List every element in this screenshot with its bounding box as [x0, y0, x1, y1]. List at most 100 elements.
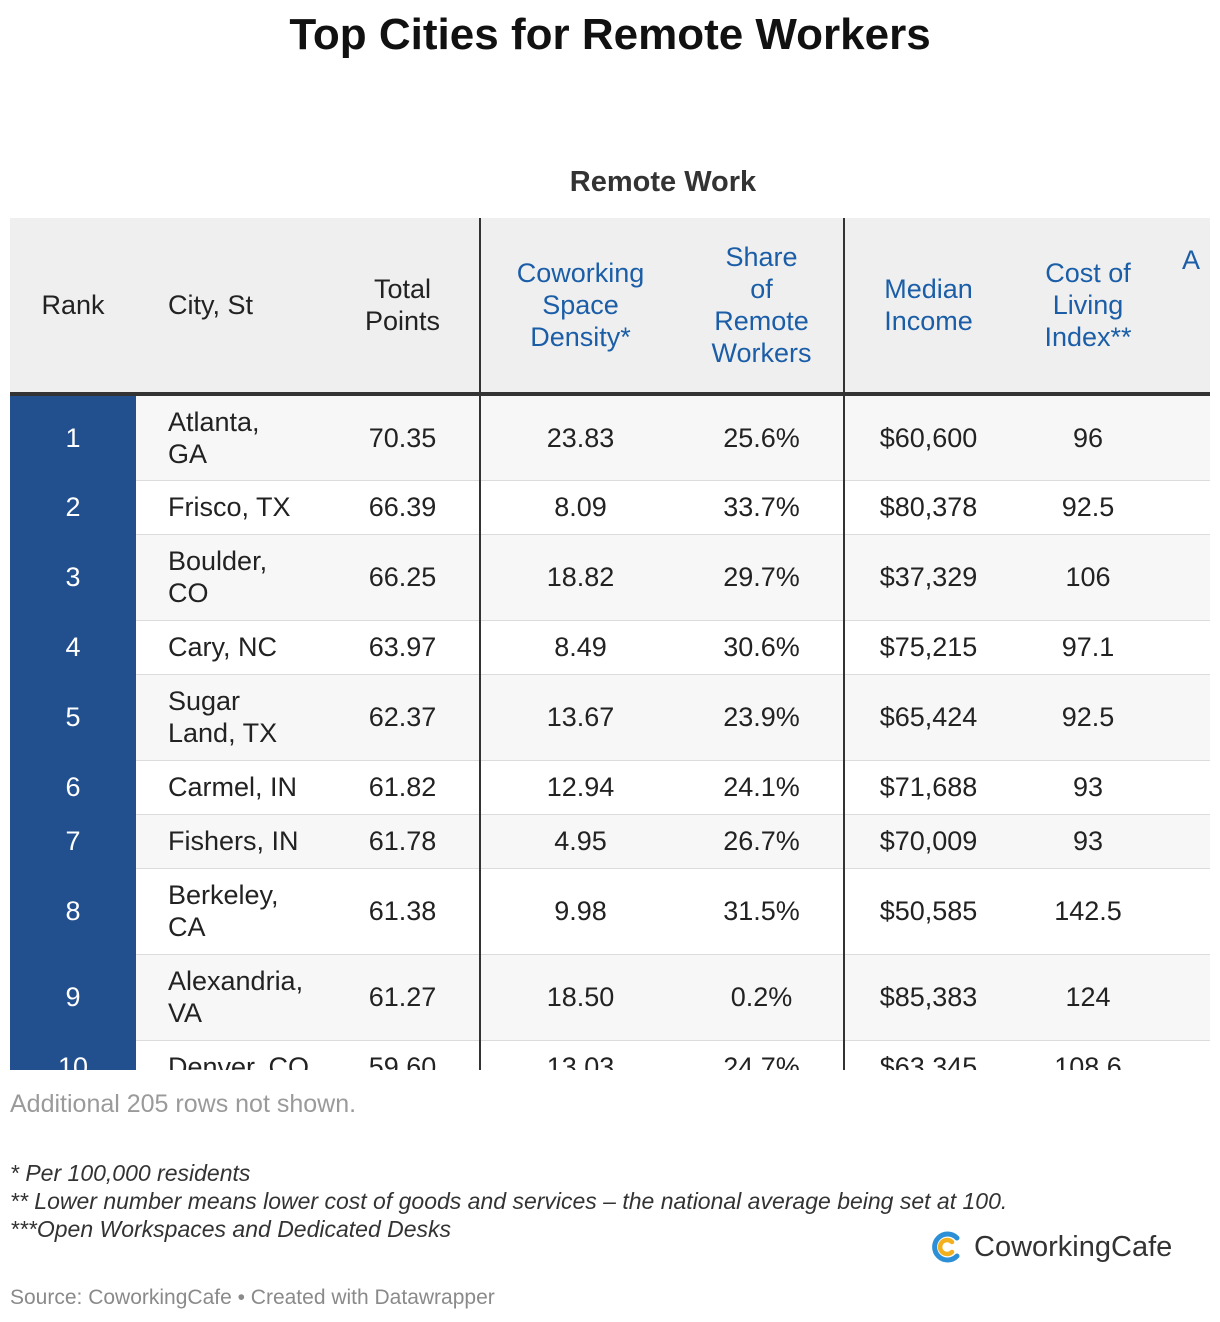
table-row[interactable]: 5 Sugar Land, TX 62.37 13.67 23.9% $65,424 92.5	[10, 674, 1210, 761]
city-line: Atlanta,	[168, 406, 260, 437]
truncated-cell	[1164, 1040, 1210, 1070]
table-row[interactable]: 3 Boulder, CO 66.25 18.82 29.7% $37,329 106	[10, 534, 1210, 621]
share-remote-cell: 26.7%	[680, 814, 844, 869]
total-points-cell: 61.38	[326, 868, 480, 955]
median-income-cell: $50,585	[843, 868, 1012, 955]
share-remote-cell: 30.6%	[680, 620, 844, 675]
cost-of-living-cell: 92.5	[1012, 480, 1164, 535]
coworking-density-cell: 4.95	[479, 814, 680, 869]
share-remote-cell: 25.6%	[680, 394, 844, 481]
total-points-cell: 61.27	[326, 954, 480, 1041]
median-income-cell: $37,329	[843, 534, 1012, 621]
truncated-cell	[1164, 534, 1210, 621]
cost-of-living-cell: 96	[1012, 394, 1164, 481]
share-remote-cell: 29.7%	[680, 534, 844, 621]
median-income-cell: $70,009	[843, 814, 1012, 869]
header-share-line: Share	[725, 242, 798, 272]
city-line: Carmel, IN	[168, 772, 298, 802]
share-remote-cell: 31.5%	[680, 868, 844, 955]
header-income-line: Median	[884, 274, 973, 304]
total-points-cell: 66.25	[326, 534, 480, 621]
rank-cell: 3	[10, 534, 136, 621]
median-income-cell: $85,383	[843, 954, 1012, 1041]
city-line: Land, TX	[168, 718, 278, 748]
share-remote-cell: 23.9%	[680, 674, 844, 761]
header-share-remote[interactable]: Share of Remote Workers	[680, 218, 844, 394]
header-share-line: of	[750, 274, 773, 304]
share-remote-cell: 24.1%	[680, 760, 844, 815]
header-total-line: Total	[373, 274, 432, 304]
city-line: CO	[168, 578, 209, 608]
truncated-cell	[1164, 480, 1210, 535]
coworkingcafe-logo[interactable]: CoworkingCafe	[930, 1228, 1172, 1266]
rank-cell: 9	[10, 954, 136, 1041]
header-share-line: Workers	[711, 338, 812, 368]
cost-of-living-cell: 93	[1012, 814, 1164, 869]
city-line: Sugar	[168, 686, 241, 716]
city-line: Denver, CO	[168, 1052, 310, 1070]
table-body: 1 Atlanta, GA 70.35 23.83 25.6% $60,600 96 2 Fris…	[10, 394, 1210, 1070]
coworking-density-cell: 18.50	[479, 954, 680, 1041]
city-cell: Berkeley, CA	[136, 868, 326, 955]
header-coworking-line: Space	[542, 290, 619, 320]
rank-cell: 1	[10, 394, 136, 481]
header-rank[interactable]: Rank	[10, 218, 136, 394]
header-col-line: Index**	[1044, 322, 1132, 352]
footnote: ***Open Workspaces and Dedicated Desks	[10, 1216, 452, 1242]
header-median-income[interactable]: Median Income	[843, 218, 1012, 394]
share-remote-cell: 24.7%	[680, 1040, 844, 1070]
coworking-density-cell: 12.94	[479, 760, 680, 815]
city-cell: Cary, NC	[136, 620, 326, 675]
header-cut-off[interactable]: A	[1164, 218, 1210, 394]
table-row[interactable]: 10 Denver, CO 59.60 13.03 24.7% $63,345 108.6	[10, 1040, 1210, 1070]
chart-title: Top Cities for Remote Workers	[289, 10, 931, 59]
table-row[interactable]: 9 Alexandria, VA 61.27 18.50 0.2% $85,383 124	[10, 954, 1210, 1041]
additional-rows-note: Additional 205 rows not shown.	[10, 1090, 357, 1118]
header-city[interactable]: City, St	[136, 218, 326, 394]
city-line: Cary, NC	[168, 632, 278, 662]
table-row[interactable]: 1 Atlanta, GA 70.35 23.83 25.6% $60,600 96	[10, 394, 1210, 481]
header-total-line: Points	[364, 306, 441, 336]
coworking-density-cell: 13.67	[479, 674, 680, 761]
rank-cell: 7	[10, 814, 136, 869]
city-line: Boulder,	[168, 546, 268, 576]
header-coworking-density[interactable]: Coworking Space Density*	[479, 218, 680, 394]
source-credit: Source: CoworkingCafe • Created with Dat…	[10, 1286, 495, 1309]
coworkingcafe-logo-icon	[932, 1231, 960, 1263]
header-coworking-line: Density*	[530, 322, 631, 352]
city-cell: Denver, CO	[136, 1040, 326, 1070]
share-remote-cell: 33.7%	[680, 480, 844, 535]
cost-of-living-cell: 124	[1012, 954, 1164, 1041]
truncated-cell	[1164, 394, 1210, 481]
coworking-density-cell: 13.03	[479, 1040, 680, 1070]
city-cell: Frisco, TX	[136, 480, 326, 535]
city-cell: Boulder, CO	[136, 534, 326, 621]
rank-cell: 10	[10, 1040, 136, 1070]
total-points-cell: 61.82	[326, 760, 480, 815]
table-row[interactable]: 8 Berkeley, CA 61.38 9.98 31.5% $50,585 142.5	[10, 868, 1210, 955]
truncated-cell	[1164, 760, 1210, 815]
table-row[interactable]: 4 Cary, NC 63.97 8.49 30.6% $75,215 97.1	[10, 620, 1210, 675]
city-line: CA	[168, 912, 206, 942]
median-income-cell: $75,215	[843, 620, 1012, 675]
truncated-cell	[1164, 954, 1210, 1041]
header-total-points[interactable]: Total Points	[326, 218, 480, 394]
rank-cell: 8	[10, 868, 136, 955]
header-cost-of-living[interactable]: Cost of Living Index**	[1012, 218, 1164, 394]
total-points-cell: 59.60	[326, 1040, 480, 1070]
median-income-cell: $63,345	[843, 1040, 1012, 1070]
table-row[interactable]: 6 Carmel, IN 61.82 12.94 24.1% $71,688 93	[10, 760, 1210, 815]
median-income-cell: $65,424	[843, 674, 1012, 761]
median-income-cell: $80,378	[843, 480, 1012, 535]
rank-cell: 4	[10, 620, 136, 675]
coworking-density-cell: 8.49	[479, 620, 680, 675]
table-row[interactable]: 7 Fishers, IN 61.78 4.95 26.7% $70,009 93	[10, 814, 1210, 869]
coworking-density-cell: 9.98	[479, 868, 680, 955]
footnote: * Per 100,000 residents	[10, 1160, 251, 1186]
median-income-cell: $60,600	[843, 394, 1012, 481]
city-cell: Atlanta, GA	[136, 394, 326, 481]
city-line: VA	[168, 998, 203, 1028]
table-row[interactable]: 2 Frisco, TX 66.39 8.09 33.7% $80,378 92.5	[10, 480, 1210, 535]
cost-of-living-cell: 108.6	[1012, 1040, 1164, 1070]
header-col-line: Cost of	[1045, 258, 1131, 288]
